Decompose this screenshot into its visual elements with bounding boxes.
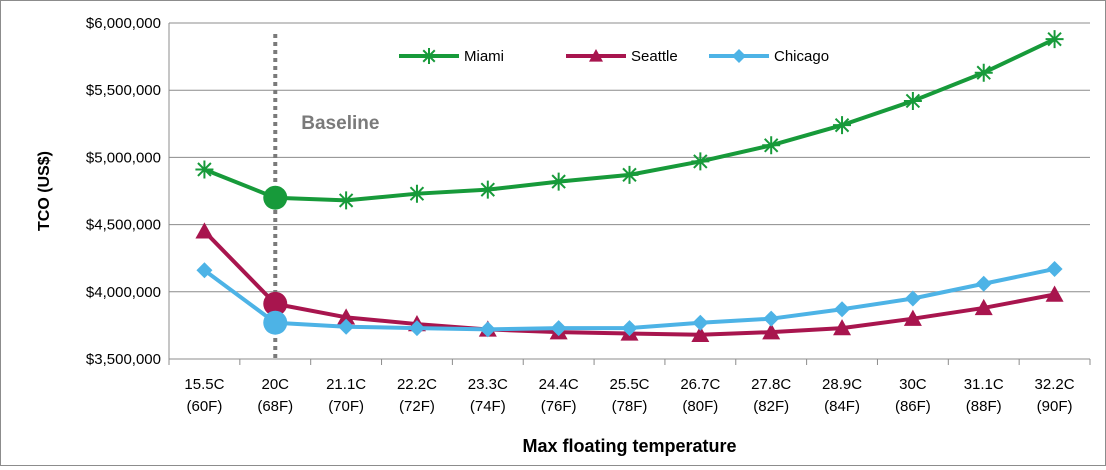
seattle-point — [195, 222, 214, 239]
chicago-baseline-point — [263, 310, 288, 335]
x-tick-label: 24.4C — [539, 376, 579, 393]
miami-point — [1045, 30, 1064, 49]
chicago-point — [338, 318, 355, 335]
miami-point — [195, 160, 214, 179]
chicago-point — [763, 310, 780, 327]
legend-marker — [732, 49, 746, 63]
x-tick-sublabel: (80F) — [682, 398, 718, 415]
miami-point — [549, 172, 568, 191]
chicago-point — [479, 321, 496, 338]
seattle-point — [1045, 285, 1064, 302]
chicago-point — [1046, 260, 1063, 277]
x-axis: 15.5C (60F) 20C (68F) 21.1C (70F) 22.2C (72F) 23… — [168, 358, 1091, 415]
x-tick-sublabel: (78F) — [612, 398, 648, 415]
baseline-annotation: Baseline — [301, 113, 379, 134]
chicago-point — [550, 320, 567, 337]
series-chicago — [196, 260, 1063, 338]
chicago-point — [975, 275, 992, 292]
x-tick-label: 15.5C — [184, 376, 224, 393]
y-tick-label: $5,500,000 — [86, 82, 161, 99]
miami-point — [903, 91, 922, 110]
chicago-point — [408, 320, 425, 337]
chicago-point — [196, 262, 213, 279]
x-tick-label: 31.1C — [964, 376, 1004, 393]
x-tick-sublabel: (82F) — [753, 398, 789, 415]
x-tick-sublabel: (84F) — [824, 398, 860, 415]
x-tick-label: 28.9C — [822, 376, 862, 393]
x-axis-title: Max floating temperature — [522, 436, 736, 456]
legend: Miami Seattle Chicago — [399, 48, 829, 65]
legend-label: Miami — [464, 48, 504, 65]
chicago-point — [834, 301, 851, 318]
x-tick-sublabel: (72F) — [399, 398, 435, 415]
x-tick-label: 20C — [262, 376, 290, 393]
seattle-point — [762, 323, 781, 340]
legend-marker — [589, 49, 603, 62]
y-axis-title: TCO (US$) — [36, 151, 53, 231]
legend-item-seattle: Seattle — [566, 48, 678, 65]
y-tick-label: $5,000,000 — [86, 149, 161, 166]
legend-marker — [421, 48, 437, 64]
legend-item-miami: Miami — [399, 48, 504, 65]
miami-point — [407, 184, 426, 203]
miami-point — [620, 165, 639, 184]
x-tick-label: 27.8C — [751, 376, 791, 393]
y-tick-label: $4,000,000 — [86, 284, 161, 301]
x-tick-sublabel: (90F) — [1037, 398, 1073, 415]
x-tick-sublabel: (88F) — [966, 398, 1002, 415]
x-tick-sublabel: (74F) — [470, 398, 506, 415]
y-axis: $3,500,000 $4,000,000 $4,500,000 $5,000,000… — [86, 15, 170, 368]
miami-point — [337, 191, 356, 210]
x-tick-label: 21.1C — [326, 376, 366, 393]
miami-point — [762, 136, 781, 155]
series-miami — [195, 30, 1064, 210]
chicago-point — [692, 314, 709, 331]
legend-item-chicago: Chicago — [709, 48, 829, 65]
seattle-line — [202, 229, 1055, 337]
miami-point — [833, 116, 852, 135]
x-tick-label: 22.2C — [397, 376, 437, 393]
seattle-point — [903, 309, 922, 326]
series-layer — [195, 30, 1064, 343]
x-tick-sublabel: (68F) — [257, 398, 293, 415]
seattle-baseline-point — [263, 291, 288, 316]
x-tick-sublabel: (76F) — [541, 398, 577, 415]
x-tick-label: 23.3C — [468, 376, 508, 393]
seattle-point — [337, 308, 356, 325]
seattle-point — [974, 298, 993, 316]
y-tick-label: $4,500,000 — [86, 217, 161, 234]
seattle-point — [833, 319, 852, 336]
miami-point — [974, 63, 993, 82]
legend-label: Chicago — [774, 48, 829, 65]
x-tick-label: 30C — [899, 376, 927, 393]
x-tick-sublabel: (70F) — [328, 398, 364, 415]
chicago-point — [621, 320, 638, 337]
legend-label: Seattle — [631, 48, 678, 65]
x-tick-sublabel: (60F) — [187, 398, 223, 415]
y-tick-label: $6,000,000 — [86, 15, 161, 32]
x-tick-sublabel: (86F) — [895, 398, 931, 415]
x-tick-label: 32.2C — [1035, 376, 1075, 393]
x-tick-label: 26.7C — [680, 376, 720, 393]
miami-point — [478, 180, 497, 199]
seattle-point — [691, 325, 710, 343]
y-tick-label: $3,500,000 — [86, 351, 161, 368]
miami-baseline-point — [263, 185, 288, 210]
x-tick-label: 25.5C — [609, 376, 649, 393]
miami-point — [691, 152, 710, 171]
chicago-point — [904, 290, 921, 307]
